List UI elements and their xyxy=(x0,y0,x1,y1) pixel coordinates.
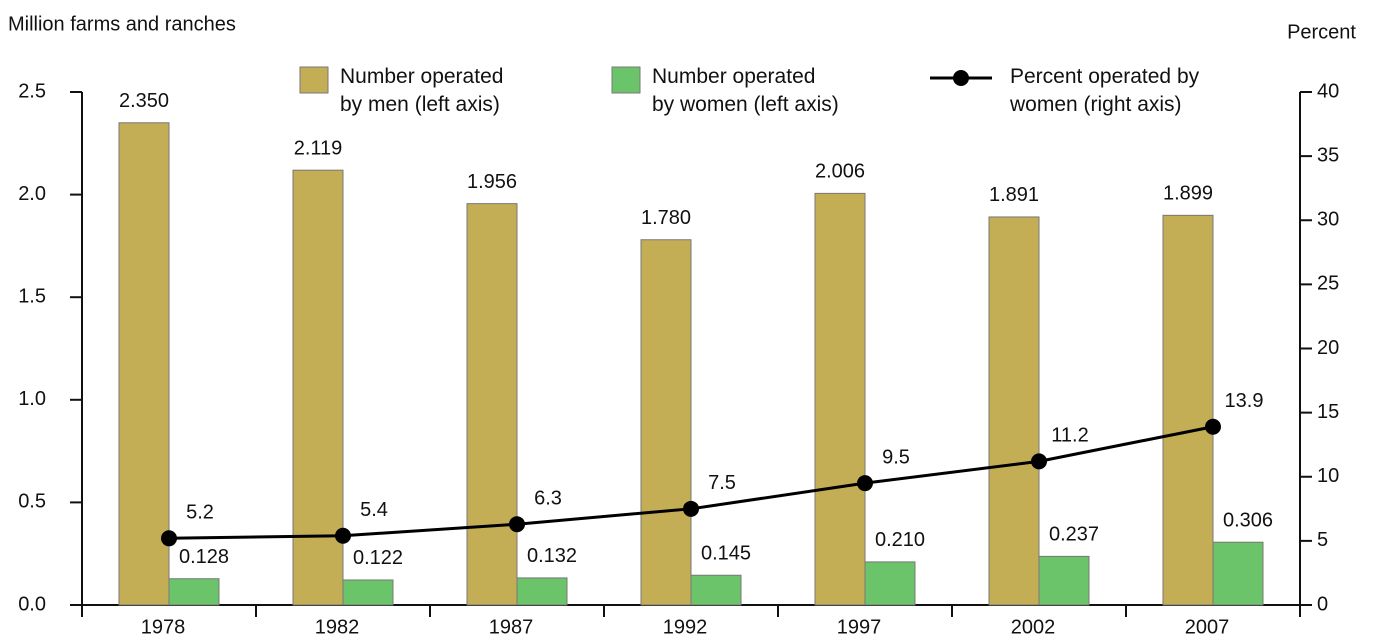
y-tick-label: 1.0 xyxy=(18,388,46,410)
x-tick-label: 2007 xyxy=(1185,616,1230,636)
y2-tick-label: 5 xyxy=(1317,529,1328,551)
line-marker xyxy=(1031,453,1047,470)
x-tick-label: 1987 xyxy=(489,616,534,636)
bar-value-label: 0.122 xyxy=(353,547,403,569)
legend-label: Number operated by women (left axis) xyxy=(652,65,839,116)
line-value-label: 11.2 xyxy=(1051,425,1088,447)
bar-value-label: 1.780 xyxy=(641,207,691,229)
bar-value-label: 0.306 xyxy=(1223,509,1273,531)
bar xyxy=(1038,555,1090,606)
y2-tick-label: 25 xyxy=(1317,273,1339,295)
line-marker xyxy=(1205,418,1221,435)
line-value-label: 9.5 xyxy=(882,446,910,468)
bar xyxy=(292,169,344,606)
y2-tick-label: 30 xyxy=(1317,209,1339,231)
bar-value-label: 1.891 xyxy=(989,184,1039,206)
y-axis-title: Million farms and ranches xyxy=(8,13,236,35)
y-tick-label: 1.5 xyxy=(18,285,46,307)
legend-swatch xyxy=(611,66,641,94)
bar-value-label: 1.956 xyxy=(467,171,517,193)
bar xyxy=(640,239,692,606)
bar xyxy=(814,192,866,606)
y-tick-label: 0.5 xyxy=(18,491,46,513)
x-tick-label: 1992 xyxy=(663,616,708,636)
bar xyxy=(118,122,170,606)
line-marker xyxy=(161,530,177,547)
line-marker xyxy=(683,500,699,517)
x-tick-label: 2002 xyxy=(1011,616,1056,636)
line-value-label: 5.2 xyxy=(186,502,214,524)
legend-swatch xyxy=(299,66,329,94)
y2-tick-label: 15 xyxy=(1317,401,1339,423)
line-marker xyxy=(509,516,525,533)
bar xyxy=(690,574,742,606)
y-tick-label: 2.5 xyxy=(18,80,46,102)
line-value-label: 5.4 xyxy=(360,499,388,521)
y2-tick-label: 10 xyxy=(1317,465,1339,487)
line-value-label: 6.3 xyxy=(534,487,562,509)
y-tick-label: 0.0 xyxy=(18,593,46,615)
x-tick-label: 1978 xyxy=(141,616,186,636)
bar xyxy=(988,216,1040,606)
line-marker xyxy=(335,527,351,544)
legend-label: Number operated by men (left axis) xyxy=(340,65,504,116)
bar xyxy=(864,561,916,606)
bar-value-label: 2.119 xyxy=(294,137,343,159)
y2-tick-label: 40 xyxy=(1317,80,1339,102)
bar-value-label: 2.350 xyxy=(119,90,169,112)
line-value-label: 13.9 xyxy=(1225,390,1264,412)
bar-value-label: 2.006 xyxy=(815,161,865,183)
legend-swatch-marker xyxy=(953,70,969,86)
legend-label: Percent operated by women (right axis) xyxy=(1010,65,1200,116)
line-marker xyxy=(857,475,873,492)
x-tick-label: 1982 xyxy=(315,616,360,636)
bar xyxy=(466,203,518,606)
bar xyxy=(1162,214,1214,606)
bar-value-label: 1.899 xyxy=(1163,183,1213,205)
bar xyxy=(1212,541,1264,606)
bar-value-label: 0.210 xyxy=(875,529,925,551)
bar xyxy=(516,577,568,606)
y2-axis-title: Percent xyxy=(1287,21,1356,43)
bar xyxy=(342,579,394,606)
bar-value-label: 0.128 xyxy=(179,546,229,568)
x-tick-label: 1997 xyxy=(837,616,882,636)
bar-value-label: 0.237 xyxy=(1049,524,1099,546)
y-tick-label: 2.0 xyxy=(18,183,46,205)
bar-value-label: 0.132 xyxy=(527,545,577,567)
bar-value-label: 0.145 xyxy=(701,543,751,565)
y2-tick-label: 35 xyxy=(1317,144,1339,166)
y2-tick-label: 20 xyxy=(1317,337,1339,359)
bar xyxy=(168,578,220,606)
y2-tick-label: 0 xyxy=(1317,593,1328,615)
line-value-label: 7.5 xyxy=(708,472,736,494)
